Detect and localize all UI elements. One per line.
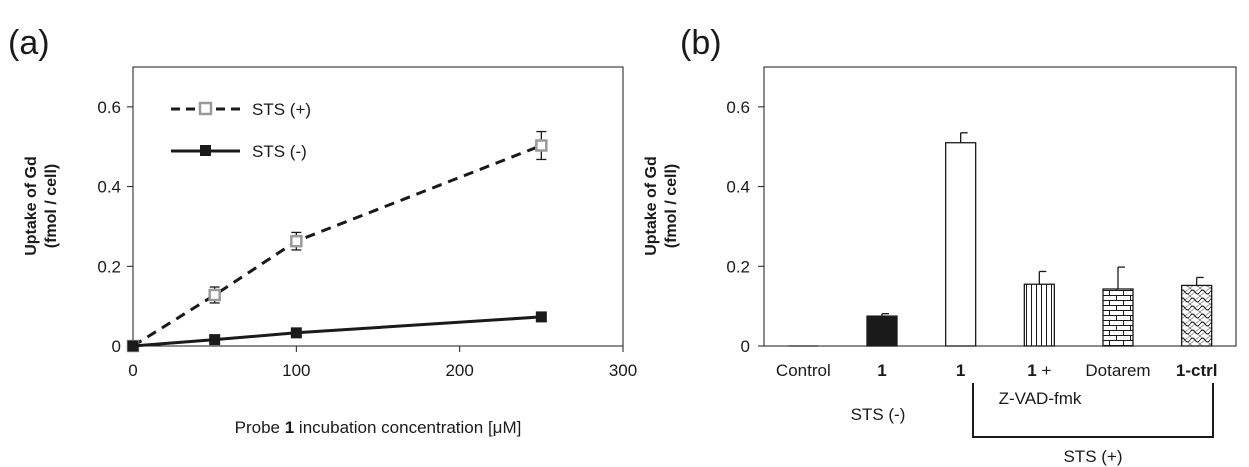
y-tick-label-a: 0.6 <box>97 98 121 117</box>
y-axis-title-b-line2: (fmol / cell) <box>663 164 680 248</box>
y-tick-label-b: 0.2 <box>726 257 750 276</box>
data-point-sts-plus <box>535 139 548 152</box>
category-label: Control <box>776 361 831 380</box>
legend-marker-sts-plus <box>198 101 213 116</box>
category-label: Dotarem <box>1085 361 1150 380</box>
data-point-sts-minus <box>209 334 221 346</box>
bar <box>1023 283 1055 347</box>
bar <box>1181 284 1213 347</box>
panel-a: (a) 0 0.2 0.4 0.6 0 100 200 300 Uptake of Gd (f… <box>8 24 637 437</box>
y-tick-label-a: 0.4 <box>97 178 121 197</box>
data-point-sts-minus <box>127 340 139 352</box>
y-tick-label-a: 0 <box>112 337 121 356</box>
category-label: 1 + <box>1027 361 1051 380</box>
plot-area-b <box>763 66 1237 347</box>
y-tick-label-a: 0.2 <box>97 257 121 276</box>
y-axis-title-b-line1: Uptake of Gd <box>643 156 660 256</box>
data-point-sts-minus <box>290 327 302 339</box>
bar <box>1102 288 1134 347</box>
x-tick-label-a: 300 <box>609 361 637 380</box>
panel-a-label: (a) <box>8 24 50 62</box>
x-tick-label-a: 0 <box>128 361 137 380</box>
group-label-sts-minus: STS (-) <box>851 405 906 424</box>
category-label: 1 <box>956 361 965 380</box>
data-point-sts-minus <box>535 311 547 323</box>
data-point-sts-plus <box>290 234 303 248</box>
legend-label-sts-minus: STS (-) <box>252 142 307 161</box>
panel-b: (b) 0 0.2 0.4 0.6 Control 1 1 1 + Dotarem 1-ctrl… <box>643 24 1237 466</box>
y-axis-title-a-line2: (fmol / cell) <box>43 164 60 248</box>
bar <box>945 142 977 347</box>
x-tick-label-a: 100 <box>282 361 310 380</box>
legend-item-sts-minus: STS (-) <box>171 142 307 161</box>
x-axis-title-a: Probe 1 incubation concentration [μM] <box>235 418 522 437</box>
group-bracket-sts-plus <box>972 383 1214 438</box>
x-tick-label-a: 200 <box>445 361 473 380</box>
bar <box>866 315 898 347</box>
series-line-sts-minus <box>132 315 542 348</box>
group-label-zvad: Z-VAD-fmk <box>999 389 1082 408</box>
y-tick-label-b: 0 <box>741 337 750 356</box>
y-tick-label-b: 0.6 <box>726 98 750 117</box>
series-line-sts-plus <box>132 144 542 348</box>
legend-item-sts-plus: STS (+) <box>171 100 311 119</box>
data-point-sts-plus <box>208 288 221 302</box>
y-tick-label-b: 0.4 <box>726 178 750 197</box>
category-label: 1-ctrl <box>1176 361 1218 380</box>
legend-a: STS (+) STS (-) <box>171 100 311 161</box>
panel-b-label: (b) <box>680 24 722 62</box>
legend-marker-sts-minus <box>200 145 211 156</box>
category-label: 1 <box>877 361 886 380</box>
group-label-sts-plus: STS (+) <box>1063 447 1122 466</box>
legend-label-sts-plus: STS (+) <box>252 100 311 119</box>
y-axis-title-a-line1: Uptake of Gd <box>23 156 40 256</box>
